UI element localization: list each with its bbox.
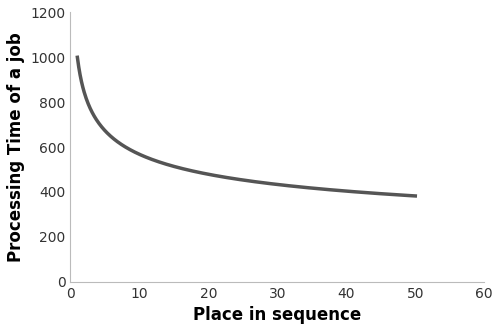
Y-axis label: Processing Time of a job: Processing Time of a job [7,32,25,262]
X-axis label: Place in sequence: Place in sequence [193,306,362,324]
